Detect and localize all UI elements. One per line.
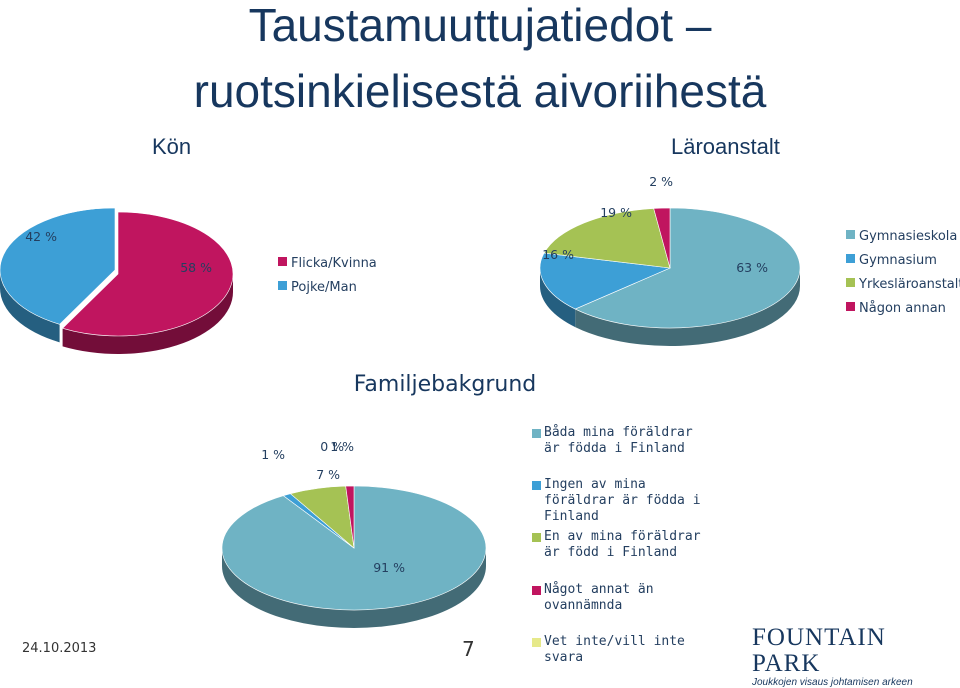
- pie-slice: [653, 207, 671, 269]
- page-title-line2: ruotsinkielisestä aivoriihestä: [193, 65, 767, 117]
- pie-slice-side: [540, 268, 576, 328]
- legend-item-pojke-man: Pojke/Man: [278, 280, 357, 295]
- pie-value-label: 63 %: [736, 260, 768, 275]
- legend-swatch: [532, 533, 541, 542]
- pie-value-label: 91 %: [373, 560, 405, 575]
- pie-slice-side: [575, 268, 800, 346]
- pie-value-label: 1 %: [330, 439, 354, 454]
- legend-item-en-foralder: En av mina föräldrar är född i Finland: [532, 529, 707, 561]
- pie-slice: [221, 485, 487, 611]
- pie-value-label: 1 %: [261, 447, 285, 462]
- legend-swatch: [846, 302, 855, 311]
- pie-slice: [574, 207, 801, 329]
- legend-item-ingen-foraldrar: Ingen av mina föräldrar är födda i Finla…: [532, 477, 707, 525]
- pie-slice: [345, 485, 355, 549]
- legend-label: Yrkesläroanstalt: [859, 277, 960, 292]
- pie-slice: [62, 211, 234, 337]
- legend-item-gymnasieskola: Gymnasieskola: [846, 229, 957, 244]
- fountain-park-logo: FOUNTAIN PARK Joukkojen visaus johtamise…: [752, 625, 942, 688]
- legend-swatch: [278, 281, 287, 290]
- pie-slice-side: [222, 548, 486, 628]
- footer-date: 24.10.2013: [22, 641, 97, 656]
- chart-title-laroanstalt: Läroanstalt: [671, 134, 780, 159]
- chart-title-kon: Kön: [152, 134, 192, 159]
- logo-name: FOUNTAIN PARK: [752, 624, 886, 677]
- legend-item-flicka-kvinna: Flicka/Kvinna: [278, 256, 377, 271]
- legend-label: Gymnasieskola: [859, 229, 958, 244]
- pie-value-label: 16 %: [542, 247, 574, 262]
- pie-value-label: 42 %: [25, 229, 57, 244]
- legend-swatch: [278, 257, 287, 266]
- page-title-line1: Taustamuuttujatiedot –: [248, 0, 712, 51]
- legend-label: Ingen av mina föräldrar är födda i Finla…: [544, 477, 701, 524]
- pie-value-label: 2 %: [649, 174, 673, 189]
- pie-slice: [0, 207, 116, 325]
- legend-item-bada-foraldrar: Båda mina föräldrar är födda i Finland: [532, 425, 707, 457]
- legend-item-nagot-annat: Något annat än ovannämnda: [532, 582, 707, 614]
- chart-title-familjebakgrund: Familjebakgrund: [353, 372, 537, 397]
- pie-slice-side: [0, 270, 60, 343]
- legend-label: Båda mina föräldrar är födda i Finland: [544, 425, 693, 456]
- legend-label: Något annat än ovannämnda: [544, 582, 654, 613]
- legend-item-vet-inte: Vet inte/vill inte svara: [532, 634, 707, 666]
- pie-charts: 58 %42 %63 %16 %19 %2 %91 %1 %7 %1 %0 %: [0, 174, 801, 628]
- pie-value-label: 7 %: [316, 467, 340, 482]
- pie-slice: [539, 252, 672, 310]
- legend-swatch: [532, 586, 541, 595]
- legend-item-yrkeslaroanstalt: Yrkesläroanstalt: [846, 277, 960, 292]
- legend-swatch: [532, 638, 541, 647]
- legend-label: Någon annan: [859, 301, 946, 316]
- legend-swatch: [846, 254, 855, 263]
- legend-label: Gymnasium: [859, 253, 937, 268]
- logo-tagline: Joukkojen visaus johtamisen arkeen: [752, 677, 913, 688]
- legend-label: Pojke/Man: [291, 280, 357, 295]
- legend-item-nagon-annan: Någon annan: [846, 301, 946, 316]
- legend-swatch: [532, 429, 541, 438]
- pie-value-label: 0 %: [320, 439, 344, 454]
- pie-value-label: 19 %: [600, 205, 632, 220]
- pie-slice-side: [62, 274, 233, 354]
- pie-slice: [543, 208, 671, 269]
- legend-label: En av mina föräldrar är född i Finland: [544, 529, 701, 560]
- page-number: 7: [462, 637, 475, 661]
- legend-swatch: [846, 230, 855, 239]
- pie-value-label: 58 %: [180, 260, 212, 275]
- legend-item-gymnasium: Gymnasium: [846, 253, 937, 268]
- legend-label: Flicka/Kvinna: [291, 256, 377, 271]
- legend-swatch: [532, 481, 541, 490]
- legend-swatch: [846, 278, 855, 287]
- legend-label: Vet inte/vill inte svara: [544, 634, 685, 665]
